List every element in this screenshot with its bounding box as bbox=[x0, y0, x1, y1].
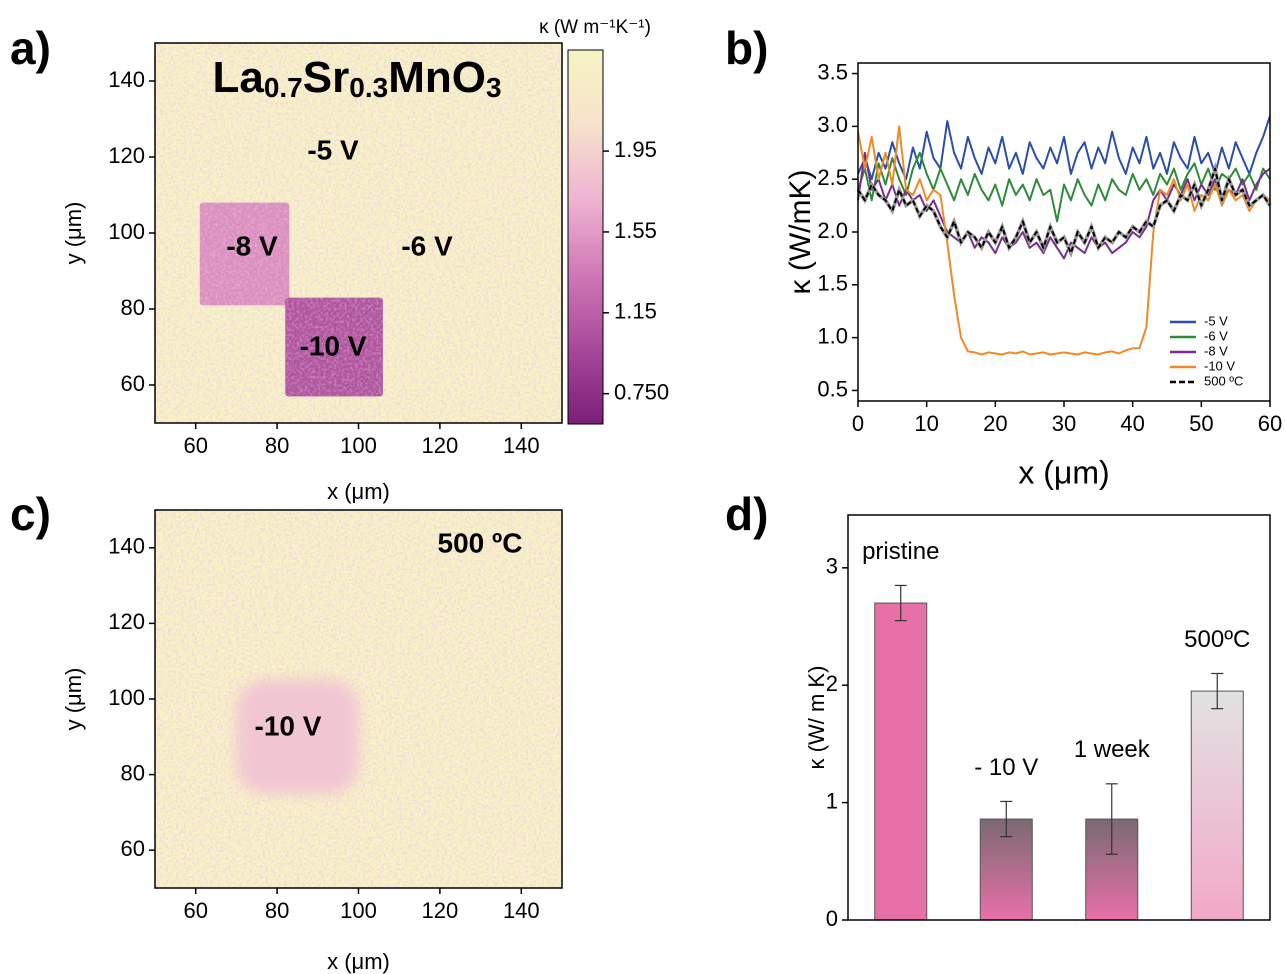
y-tick-label: 0.5 bbox=[817, 376, 848, 401]
x-axis-label: x (μm) bbox=[327, 479, 390, 504]
x-axis-label: x (μm) bbox=[1018, 454, 1109, 490]
x-tick-label: 60 bbox=[1258, 411, 1282, 436]
panel-label: a) bbox=[10, 22, 51, 74]
x-tick-label: 10 bbox=[914, 411, 938, 436]
y-tick-label: 1.5 bbox=[817, 271, 848, 296]
colorbar-tick-label: 1.55 bbox=[614, 218, 657, 243]
y-tick-label: 80 bbox=[121, 295, 145, 320]
panel-label: c) bbox=[10, 488, 51, 540]
y-tick-label: 1.0 bbox=[817, 323, 848, 348]
annotation: -5 V bbox=[307, 134, 359, 165]
bar bbox=[875, 603, 927, 920]
y-tick-label: 140 bbox=[108, 534, 145, 559]
x-tick-label: 100 bbox=[340, 898, 377, 923]
y-tick-label: 1 bbox=[826, 788, 838, 813]
panel-label: d) bbox=[725, 488, 768, 540]
bar-label: pristine bbox=[862, 538, 939, 565]
title-text: MnO bbox=[388, 53, 486, 102]
annotation: -10 V bbox=[300, 330, 367, 361]
y-axis-label: κ (W/ m K) bbox=[804, 666, 829, 770]
y-axis-label: κ (W/mK) bbox=[784, 170, 817, 295]
x-tick-label: 140 bbox=[503, 433, 540, 458]
y-tick-label: 2.5 bbox=[817, 165, 848, 190]
y-tick-label: 3.5 bbox=[817, 59, 848, 84]
title-text: La bbox=[212, 53, 264, 102]
x-tick-label: 20 bbox=[983, 411, 1007, 436]
y-tick-label: 3.0 bbox=[817, 112, 848, 137]
annotation: -8 V bbox=[226, 230, 278, 261]
legend-label: -5 V bbox=[1204, 313, 1228, 328]
bar-label: 500ºC bbox=[1184, 626, 1250, 653]
legend-label: 500 ºC bbox=[1204, 373, 1243, 388]
panel-label: b) bbox=[725, 22, 768, 74]
bar-label: 1 week bbox=[1074, 736, 1151, 763]
colorbar-tick-label: 1.95 bbox=[614, 137, 657, 162]
colorbar-label: κ (W m⁻¹K⁻¹) bbox=[539, 17, 651, 38]
x-tick-label: 80 bbox=[265, 898, 289, 923]
annotation: -10 V bbox=[255, 710, 322, 741]
colorbar bbox=[568, 50, 603, 424]
title-subscript: 0.3 bbox=[349, 72, 388, 103]
y-axis-label: y (μm) bbox=[61, 668, 86, 731]
y-axis-label: y (μm) bbox=[61, 202, 86, 265]
y-tick-label: 60 bbox=[121, 371, 145, 396]
x-tick-label: 60 bbox=[183, 898, 207, 923]
title-subscript: 0.7 bbox=[264, 72, 303, 103]
x-tick-label: 100 bbox=[340, 433, 377, 458]
x-tick-label: 120 bbox=[422, 898, 459, 923]
x-tick-label: 140 bbox=[503, 898, 540, 923]
legend-label: -10 V bbox=[1204, 358, 1235, 373]
x-axis-label: x (μm) bbox=[327, 949, 390, 974]
bar-label: - 10 V bbox=[974, 754, 1038, 781]
colorbar-tick-label: 0.750 bbox=[614, 379, 669, 404]
annotation: -6 V bbox=[401, 230, 453, 261]
y-tick-label: 100 bbox=[108, 685, 145, 710]
y-tick-label: 60 bbox=[121, 836, 145, 861]
y-tick-label: 2.0 bbox=[817, 218, 848, 243]
x-tick-label: 40 bbox=[1120, 411, 1144, 436]
x-tick-label: 60 bbox=[183, 433, 207, 458]
x-tick-label: 30 bbox=[1052, 411, 1076, 436]
x-tick-label: 120 bbox=[422, 433, 459, 458]
bar bbox=[1191, 691, 1243, 920]
x-tick-label: 50 bbox=[1189, 411, 1213, 436]
title-text: Sr bbox=[303, 53, 349, 102]
y-tick-label: 3 bbox=[826, 554, 838, 579]
x-tick-label: 80 bbox=[265, 433, 289, 458]
y-tick-label: 100 bbox=[108, 219, 145, 244]
legend-label: -8 V bbox=[1204, 343, 1228, 358]
title-subscript: 3 bbox=[486, 72, 502, 103]
y-tick-label: 0 bbox=[826, 906, 838, 931]
annotation: 500 ºC bbox=[438, 527, 523, 558]
y-tick-label: 120 bbox=[108, 143, 145, 168]
colorbar-tick-label: 1.15 bbox=[614, 299, 657, 324]
x-tick-label: 0 bbox=[852, 411, 864, 436]
y-tick-label: 80 bbox=[121, 760, 145, 785]
y-tick-label: 140 bbox=[108, 67, 145, 92]
legend-label: -6 V bbox=[1204, 328, 1228, 343]
y-tick-label: 120 bbox=[108, 609, 145, 634]
